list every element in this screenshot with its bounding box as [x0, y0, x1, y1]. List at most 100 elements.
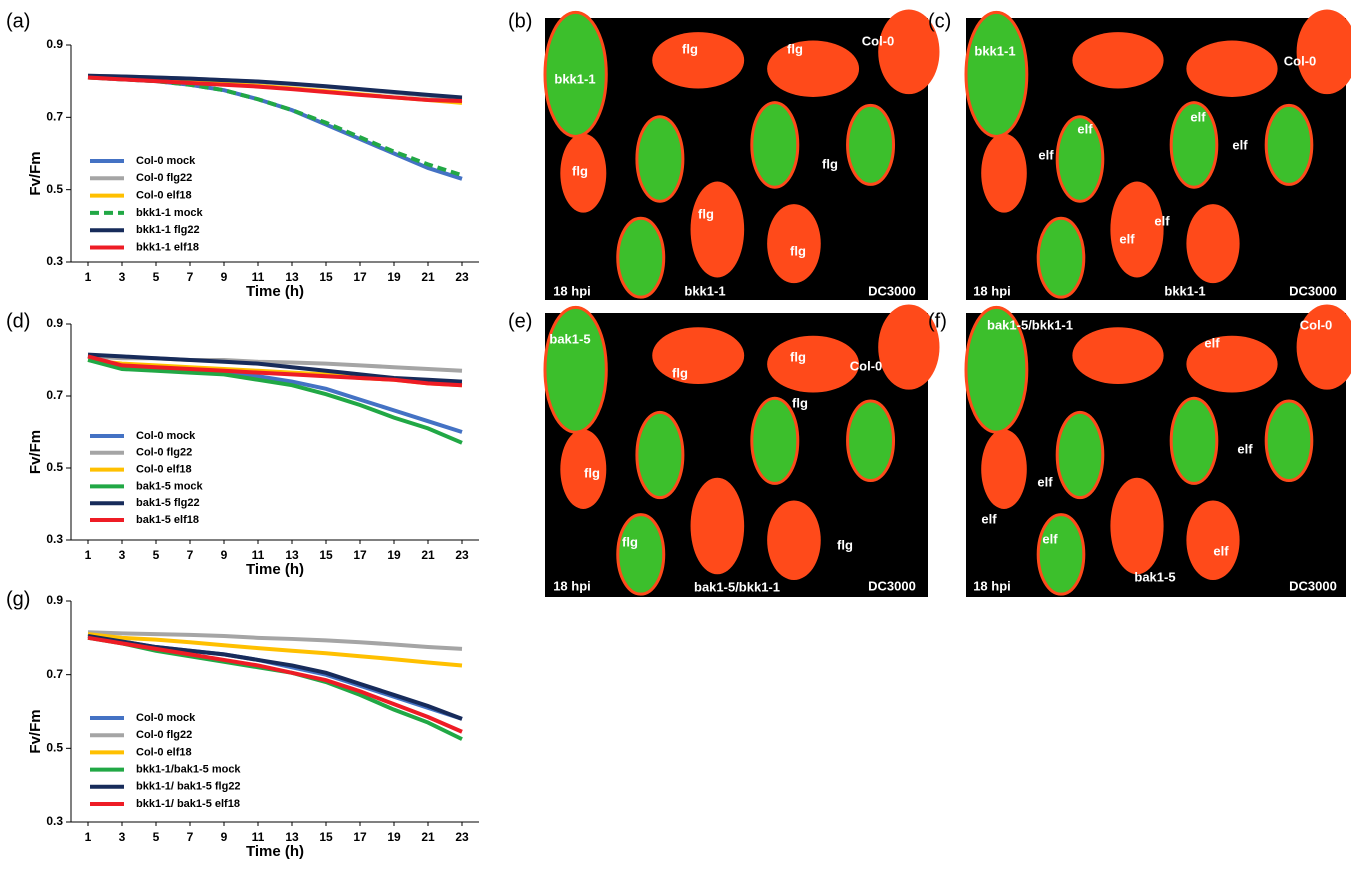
leaf [878, 304, 940, 390]
image-text: elf [1037, 474, 1053, 489]
x-tick-label: 1 [85, 830, 92, 844]
image-text: 18 hpi [553, 578, 591, 593]
x-tick-label: 21 [421, 548, 435, 562]
series-line [87, 75, 463, 104]
leaf [964, 10, 1029, 138]
panel-label: (e) [508, 310, 532, 332]
x-tick-label: 17 [353, 548, 367, 562]
image-text: bak1-5/bkk1-1 [987, 317, 1073, 332]
image-text: DC3000 [1289, 283, 1337, 298]
image-text: DC3000 [1289, 578, 1337, 593]
x-axis-title: Time (h) [246, 561, 304, 578]
y-tick-label: 0.3 [46, 254, 63, 268]
image-text: bak1-5/bkk1-1 [694, 579, 780, 594]
leaf [560, 133, 607, 213]
image-text: flg [622, 534, 638, 549]
leaf [1110, 477, 1164, 575]
y-tick-label: 0.7 [46, 667, 63, 681]
image-text: flg [682, 41, 698, 56]
leaf [1264, 399, 1314, 483]
x-tick-label: 1 [85, 548, 92, 562]
image-text: DC3000 [868, 578, 916, 593]
panel-label: (g) [6, 588, 30, 610]
panel-label: (c) [928, 10, 951, 32]
legend-label: bkk1-1/ bak1-5 elf18 [136, 798, 240, 810]
legend-label: Col-0 mock [136, 155, 196, 167]
legend-label: bkk1-1 elf18 [136, 241, 199, 253]
y-tick-label: 0.5 [46, 460, 63, 474]
legend-label: Col-0 flg22 [136, 729, 192, 741]
x-tick-label: 3 [119, 270, 126, 284]
y-tick-label: 0.9 [46, 593, 63, 607]
image-text: elf [1154, 213, 1170, 228]
image-text: elf [1038, 147, 1054, 162]
image-text: elf [1190, 109, 1206, 124]
x-tick-label: 23 [455, 548, 469, 562]
image-text: 18 hpi [973, 283, 1011, 298]
x-tick-label: 15 [319, 548, 333, 562]
x-tick-label: 11 [252, 548, 265, 562]
x-tick-label: 9 [221, 270, 228, 284]
x-tick-label: 17 [353, 830, 367, 844]
leaf [981, 133, 1027, 213]
image-text: elf [981, 511, 997, 526]
x-tick-label: 7 [187, 270, 194, 284]
x-tick-label: 13 [285, 270, 299, 284]
legend-label: Col-0 mock [136, 430, 196, 442]
leaf [1036, 513, 1086, 596]
image-text: bkk1-1 [974, 43, 1015, 58]
leaf [1169, 396, 1219, 485]
leaf [750, 396, 800, 485]
x-tick-label: 1 [85, 270, 92, 284]
image-text: elf [1119, 231, 1135, 246]
y-tick-label: 0.3 [46, 532, 63, 546]
image-text: flg [822, 156, 838, 171]
x-tick-label: 21 [421, 830, 435, 844]
series-line [87, 352, 463, 384]
x-tick-label: 3 [119, 548, 126, 562]
leaf [543, 305, 608, 434]
y-tick-label: 0.3 [46, 814, 63, 828]
leaf [767, 500, 821, 580]
image-text: Col-0 [862, 33, 895, 48]
leaf [1264, 103, 1314, 186]
y-axis-title: Fv/Fm [27, 709, 44, 753]
legend-label: bkk1-1 mock [136, 207, 204, 219]
image-text: 18 hpi [973, 578, 1011, 593]
x-axis-title: Time (h) [246, 843, 304, 860]
x-tick-label: 3 [119, 830, 126, 844]
leaf [750, 101, 800, 189]
x-tick-label: 19 [387, 548, 401, 562]
leaf [690, 477, 745, 575]
image-text: bak1-5 [1134, 569, 1175, 584]
legend-label: bak1-5 mock [136, 480, 204, 492]
x-tick-label: 19 [387, 270, 401, 284]
legend-label: bak1-5 elf18 [136, 514, 199, 526]
leaf [1186, 500, 1240, 580]
legend-label: Col-0 mock [136, 712, 196, 724]
image-text: elf [1213, 543, 1229, 558]
legend-label: Col-0 flg22 [136, 172, 192, 184]
series-line [87, 635, 463, 734]
x-tick-label: 13 [285, 548, 299, 562]
leaf [767, 204, 821, 284]
leaf [652, 32, 745, 89]
legend-label: bkk1-1/ bak1-5 flg22 [136, 781, 241, 793]
y-axis-title: Fv/Fm [27, 430, 44, 474]
y-tick-label: 0.5 [46, 741, 63, 755]
leaf [560, 429, 607, 509]
y-tick-label: 0.7 [46, 388, 63, 402]
series-line [87, 630, 463, 651]
leaf [616, 216, 666, 299]
image-text: elf [1077, 121, 1093, 136]
image-text: bkk1-1 [684, 283, 725, 298]
image-text: elf [1232, 137, 1248, 152]
series-line [87, 354, 463, 388]
x-tick-label: 5 [153, 548, 160, 562]
leaf [846, 103, 896, 186]
image-text: flg [584, 465, 600, 480]
x-tick-label: 15 [319, 830, 333, 844]
leaf [981, 429, 1027, 509]
panel-label: (b) [508, 10, 532, 32]
x-tick-label: 11 [252, 830, 265, 844]
